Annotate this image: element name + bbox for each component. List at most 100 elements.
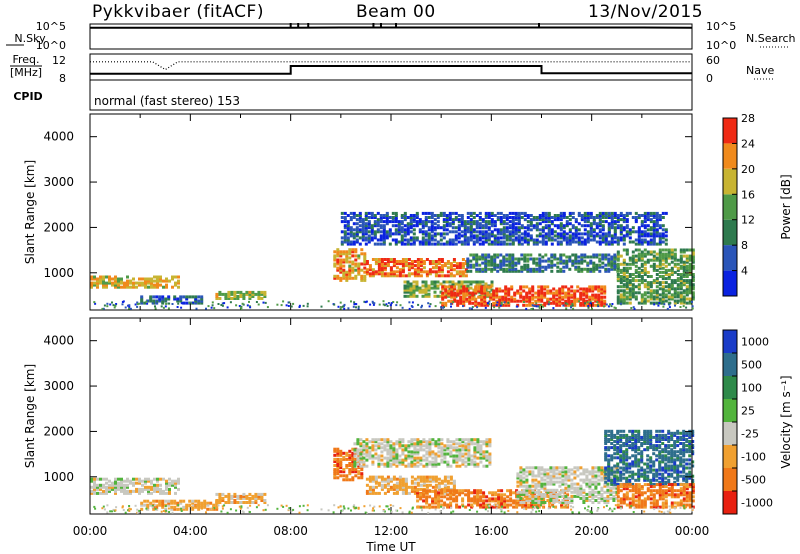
velocity-cell	[440, 491, 444, 495]
velocity-cell	[612, 496, 616, 500]
power-cell	[463, 226, 467, 230]
velocity-cell	[120, 485, 123, 489]
power-cell	[603, 303, 607, 307]
power-cell	[433, 218, 437, 222]
power-cell	[568, 218, 572, 222]
velocity-cell	[224, 494, 228, 498]
velocity-cell	[443, 503, 447, 507]
velocity-cell	[476, 450, 480, 454]
power-cell	[452, 260, 456, 263]
power-cell	[652, 262, 656, 266]
velocity-cell	[123, 489, 126, 493]
velocity-cell	[114, 479, 117, 483]
power-cell	[643, 268, 647, 272]
power-cell	[667, 256, 671, 260]
power-cell	[442, 211, 446, 215]
power-cell	[333, 276, 337, 280]
power-cell	[646, 270, 650, 274]
power-cell	[523, 236, 527, 240]
velocity-cell	[646, 462, 650, 466]
velocity-cell	[561, 470, 565, 474]
power-cell	[555, 303, 559, 307]
power-cell	[158, 299, 162, 303]
velocity-cell	[365, 438, 369, 442]
velocity-cell	[585, 499, 589, 502]
power-cell	[421, 236, 425, 240]
power-cell	[416, 268, 420, 272]
velocity-cell	[564, 496, 568, 500]
power-cell	[149, 295, 153, 299]
velocity-cell	[500, 489, 504, 493]
power-cell	[622, 299, 626, 303]
velocity-cell	[467, 491, 471, 495]
velocity-cell	[610, 442, 614, 445]
power-cell	[480, 301, 484, 305]
power-cell	[505, 267, 509, 271]
power-cell	[597, 297, 601, 301]
power-cell	[652, 232, 656, 236]
power-cell	[592, 263, 596, 267]
velocity-cell	[434, 442, 438, 446]
power-cell	[559, 224, 563, 228]
velocity-cell	[368, 450, 372, 454]
power-cell	[441, 291, 445, 295]
velocity-cell	[374, 456, 378, 460]
power-cell	[610, 259, 614, 263]
power-cell	[96, 279, 99, 283]
velocity-cell	[564, 470, 568, 474]
power-cell	[597, 301, 601, 305]
velocity-cell	[519, 501, 523, 504]
power-cell	[99, 277, 102, 281]
power-cell	[661, 256, 665, 260]
velocity-cell	[607, 433, 611, 437]
power-cell	[600, 299, 604, 303]
velocity-cell	[500, 493, 504, 497]
power-cell	[360, 278, 364, 282]
power-cell	[425, 274, 429, 278]
velocity-cell	[631, 438, 635, 441]
power-cell	[550, 238, 554, 242]
velocity-cell	[485, 505, 489, 509]
velocity-cell	[374, 438, 378, 442]
velocity-cell	[431, 452, 435, 456]
power-cell	[460, 214, 464, 217]
power-cell	[394, 220, 398, 224]
velocity-cell	[108, 485, 111, 489]
velocity-cell	[359, 452, 363, 456]
power-cell	[242, 292, 246, 296]
velocity-cell	[476, 456, 480, 460]
power-cell	[594, 299, 598, 303]
velocity-cell	[242, 492, 246, 496]
velocity-cell	[386, 438, 390, 442]
power-cell	[406, 230, 410, 234]
velocity-cell	[458, 444, 462, 448]
velocity-cell	[351, 470, 355, 474]
power-cell	[233, 290, 237, 294]
velocity-cell	[422, 479, 426, 483]
power-cell	[156, 281, 159, 285]
power-cell	[478, 218, 482, 222]
power-cell	[457, 226, 461, 230]
velocity-cell	[603, 478, 607, 482]
velocity-cell	[392, 446, 396, 450]
power-cell	[549, 301, 553, 305]
power-cell	[670, 273, 674, 276]
power-cell	[643, 299, 647, 303]
velocity-cell	[479, 448, 483, 452]
velocity-cell	[585, 476, 589, 480]
power-cell	[688, 262, 692, 266]
power-cell	[601, 253, 605, 257]
power-cell	[667, 248, 671, 252]
velocity-cell	[117, 485, 120, 489]
velocity-cell	[443, 479, 447, 483]
velocity-cell	[179, 499, 183, 503]
power-cell	[526, 267, 530, 271]
power-cell	[676, 266, 680, 270]
power-cell	[339, 252, 343, 256]
velocity-cell	[254, 501, 258, 504]
power-cell	[430, 228, 434, 232]
velocity-cell	[404, 481, 408, 485]
velocity-cell	[428, 448, 432, 452]
power-cell	[634, 220, 638, 224]
velocity-cell	[622, 452, 626, 456]
